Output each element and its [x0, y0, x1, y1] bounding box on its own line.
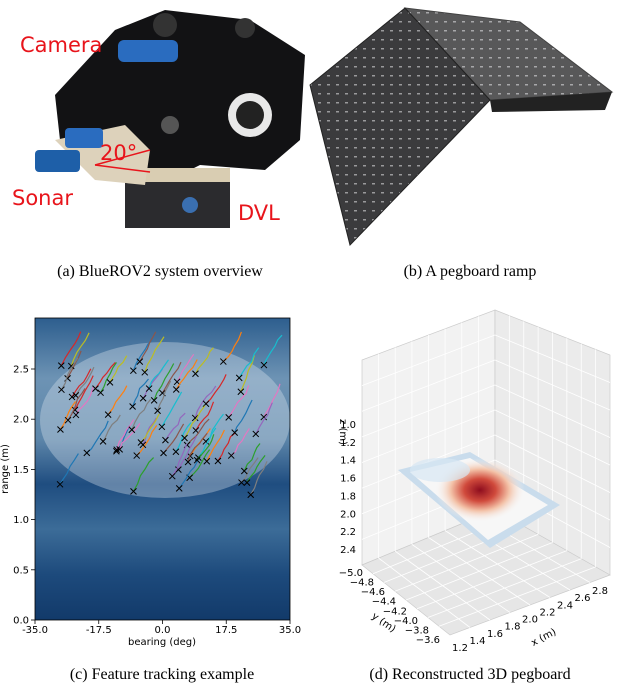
x-axis-label: x (m) — [529, 627, 558, 649]
x-tick-label: 1.6 — [487, 629, 503, 640]
y-axis-label: range (m) — [0, 444, 11, 494]
x-tick-label: 0.0 — [155, 625, 171, 636]
figure: Camera 20° Sonar DVL (a) BlueROV2 system… — [0, 0, 621, 688]
y-tick-label: 2.5 — [13, 365, 29, 376]
z-tick-label: 1.0 — [340, 420, 356, 431]
caption: (d) Reconstructed 3D pegboard — [369, 666, 570, 683]
x-tick-label: 1.4 — [470, 636, 486, 647]
x-tick-label: 1.8 — [505, 622, 521, 633]
y-tick-label: 0.0 — [13, 616, 29, 627]
label-camera: Camera — [20, 33, 102, 57]
x-tick-label: 17.5 — [215, 625, 237, 636]
z-tick-label: 2.0 — [340, 509, 356, 520]
label-angle: 20° — [100, 141, 137, 165]
x-tick-label: -35.0 — [22, 625, 48, 636]
x-tick-label: 35.0 — [279, 625, 301, 636]
x-tick-label: 2.4 — [557, 600, 573, 611]
x-tick-label: 2.8 — [592, 586, 608, 597]
caption: (a) BlueROV2 system overview — [57, 263, 263, 280]
label-dvl: DVL — [238, 201, 280, 225]
z-tick-label: 1.8 — [340, 491, 356, 502]
z-tick-label: 2.2 — [340, 527, 356, 538]
x-axis-label: bearing (deg) — [128, 637, 196, 648]
x-tick-label: 1.2 — [452, 643, 468, 654]
y-tick-label: 2.0 — [13, 415, 29, 426]
ramp-photo — [310, 8, 612, 245]
z-tick-label: 1.6 — [340, 474, 356, 485]
z-tick-label: 1.4 — [340, 456, 356, 467]
y-tick-label: 1.0 — [13, 515, 29, 526]
z-tick-label: 1.2 — [340, 438, 356, 449]
y-tick-label: 1.5 — [13, 465, 29, 476]
z-tick-label: 2.4 — [340, 545, 356, 556]
y-tick-label: −3.6 — [416, 635, 440, 646]
x-tick-label: 2.2 — [540, 607, 556, 618]
x-tick-label: 2.6 — [575, 593, 591, 604]
y-tick-label: 0.5 — [13, 565, 29, 576]
x-tick-label: 2.0 — [522, 615, 538, 626]
surface-dip — [410, 458, 470, 482]
x-tick-label: -17.5 — [86, 625, 112, 636]
caption: (b) A pegboard ramp — [404, 263, 537, 280]
label-sonar: Sonar — [12, 186, 73, 210]
caption: (c) Feature tracking example — [70, 666, 254, 683]
